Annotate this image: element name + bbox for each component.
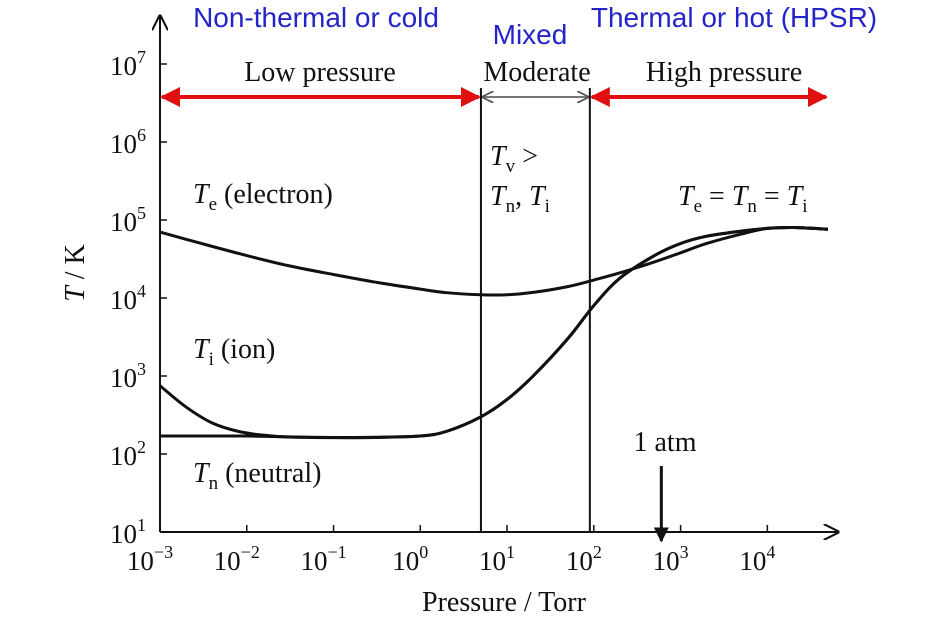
y-tick-labels: 101 102 103 104 105 106 107: [110, 47, 167, 549]
series-label-electron: Te (electron): [193, 179, 333, 215]
curve-electron: [159, 225, 829, 297]
y-tick-label-6: 107: [110, 47, 146, 81]
y-axis-title: T / K: [60, 244, 91, 302]
curve-neutral: [160, 226, 829, 439]
pressure-label-moderate: Moderate: [483, 57, 590, 88]
annotation-tv-line2: Tn, Ti: [490, 181, 550, 217]
x-tick-label-2: 10−1: [300, 542, 346, 576]
annotation-1-atm: 1 atm: [634, 427, 697, 458]
y-tick-label-3: 104: [110, 281, 146, 315]
x-tick-label-3: 100: [392, 542, 428, 576]
x-tick-label-6: 103: [653, 542, 689, 576]
series-label-ion: Ti (ion): [193, 334, 275, 370]
pressure-label-high: High pressure: [646, 57, 802, 88]
x-tick-label-7: 104: [739, 542, 775, 576]
temperature-curves: [159, 225, 829, 440]
region-label-hot: Thermal or hot (HPSR): [591, 2, 877, 33]
annotation-equilibrium: Te = Tn = Ti: [678, 181, 808, 217]
pressure-label-low: Low pressure: [244, 57, 396, 88]
annotation-tv-line1: Tv >: [490, 141, 538, 177]
region-label-cold: Non-thermal or cold: [193, 2, 439, 33]
x-axis-title: Pressure / Torr: [422, 587, 587, 618]
series-label-neutral: Tn (neutral): [193, 458, 321, 494]
region-label-mixed: Mixed: [493, 19, 568, 50]
x-tick-label-5: 102: [566, 542, 602, 576]
x-tick-label-1: 10−2: [214, 542, 260, 576]
x-tick-label-0: 10−3: [127, 542, 173, 576]
y-tick-label-2: 103: [110, 359, 146, 393]
x-tick-labels: 10−3 10−2 10−1 100 101 102 103 104: [127, 525, 775, 576]
y-tick-label-4: 105: [110, 203, 146, 237]
x-tick-label-4: 101: [479, 542, 515, 576]
y-tick-label-5: 106: [110, 125, 146, 159]
y-tick-label-0: 101: [110, 515, 146, 549]
y-tick-label-1: 102: [110, 437, 146, 471]
